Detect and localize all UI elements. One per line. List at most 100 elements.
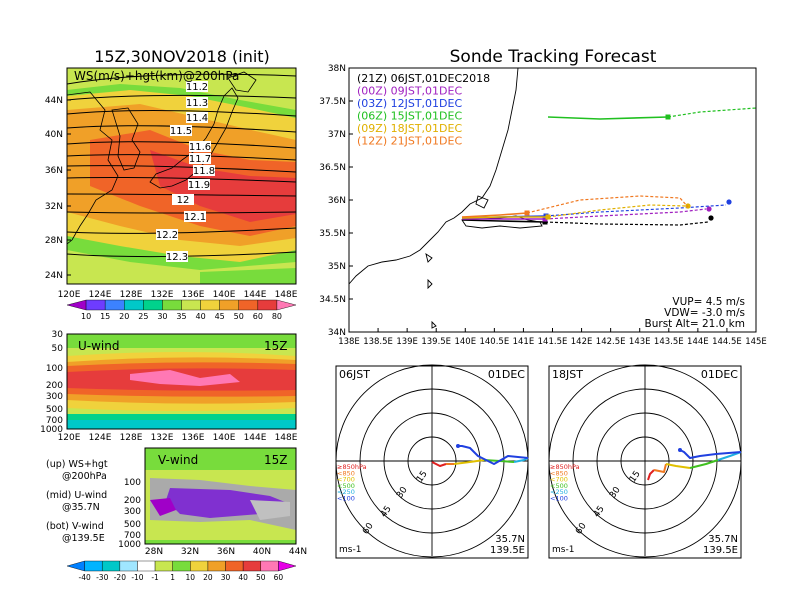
- note-line2: @200hPa: [62, 471, 107, 482]
- contour-label: 11.4: [186, 113, 208, 124]
- vwind-lat-tick: 40N: [253, 547, 271, 557]
- forecast-lon-tick: 139E: [396, 337, 418, 347]
- vwind-colorbar-label: -40: [78, 573, 90, 582]
- uwind-p-tick: 200: [46, 381, 63, 391]
- hodograph-point: [678, 448, 682, 452]
- uwind-title: U-wind: [78, 339, 119, 353]
- hodograph-level: <100: [337, 495, 355, 503]
- vwind-colorbar-swatch: [190, 560, 209, 572]
- forecast-lon-tick: 139.5E: [421, 337, 451, 347]
- burst-label: Burst Alt= 21.0 km: [645, 318, 745, 330]
- hodograph-level: <100: [550, 495, 568, 503]
- contour-label: 12: [177, 195, 190, 206]
- forecast-lon-tick: 145E: [745, 337, 767, 347]
- map-lon-tick: 124E: [89, 290, 112, 300]
- ws-colorbar-label: 30: [157, 312, 167, 321]
- ws-colorbar-label: 25: [138, 312, 148, 321]
- hodograph-date: 01DEC: [701, 368, 738, 381]
- vwind-title: V-wind: [158, 453, 198, 467]
- vwind-colorbar-label: 10: [186, 573, 196, 582]
- ws-colorbar-label: 60: [253, 312, 263, 321]
- note-line1: (up) WS+hgt: [46, 459, 108, 470]
- note-line1: (bot) V-wind: [46, 521, 104, 532]
- vdw-label: VDW= -3.0 m/s: [664, 307, 745, 319]
- burst-marker: [524, 210, 530, 216]
- vwind-colorbar-swatch: [137, 560, 156, 572]
- vwind-p-tick: 700: [124, 531, 141, 541]
- uwind-p-tick: 100: [46, 364, 63, 374]
- map-lon-tick: 144E: [244, 290, 267, 300]
- hodograph-level: <700: [550, 476, 568, 484]
- launch-legend-item: (12Z) 21JST,01DEC: [357, 135, 462, 148]
- contour-label-bg: [184, 211, 206, 222]
- landing-marker: [685, 203, 691, 209]
- uwind-lon-tick: 144E: [244, 433, 267, 443]
- sonde-track-ascent: [461, 216, 548, 219]
- map-lon-tick: 128E: [120, 290, 143, 300]
- hodograph-trace: [717, 451, 742, 461]
- uwind-lon-tick: 120E: [58, 433, 81, 443]
- ws-colorbar-label: 45: [215, 312, 225, 321]
- launch-legend-item: (09Z) 18JST,01DEC: [357, 122, 462, 135]
- contour-label: 11.8: [193, 166, 215, 177]
- uwind-p-tick: 50: [52, 344, 64, 354]
- launch-legend-item: (00Z) 09JST,01DEC: [357, 85, 462, 98]
- hodograph-trace: [653, 463, 667, 473]
- hodograph-time: 18JST: [552, 368, 583, 381]
- forecast-lat-tick: 37.5N: [319, 97, 346, 107]
- hodograph-level: ≥850hPa: [550, 463, 580, 471]
- vwind-colorbar-swatch: [154, 560, 173, 572]
- forecast-lat-tick: 37N: [328, 130, 346, 140]
- hodograph-lat: 35.7N: [495, 534, 525, 545]
- hodograph-level: <250: [337, 488, 355, 496]
- ws-colorbar-swatch: [124, 299, 144, 311]
- contour-label-bg: [193, 165, 215, 176]
- ws-colorbar-swatch: [104, 299, 125, 311]
- vwind-colorbar-swatch: [102, 560, 121, 572]
- vwind-lat-tick: 44N: [289, 547, 307, 557]
- contour-label: 11.9: [188, 180, 210, 191]
- hodograph-trace: [665, 463, 691, 469]
- contour-label-bg: [172, 194, 194, 205]
- launch-legend-item: (03Z) 12JST,01DEC: [357, 97, 462, 110]
- sonde-track-ascent: [461, 212, 528, 218]
- uwind-time: 15Z: [264, 339, 288, 353]
- map-lat-tick: 40N: [45, 130, 63, 140]
- forecast-lon-tick: 143.5E: [654, 337, 684, 347]
- contour-label-bg: [170, 125, 192, 136]
- uwind-lon-tick: 124E: [89, 433, 112, 443]
- burst-marker: [542, 219, 548, 225]
- map-lat-tick: 44N: [45, 96, 63, 106]
- hodograph-level: <700: [337, 476, 355, 484]
- vwind-colorbar-swatch: [278, 560, 297, 572]
- contour-label-bg: [186, 112, 208, 123]
- hodograph-unit: ms-1: [552, 545, 574, 555]
- ws-colorbar-swatch: [162, 299, 182, 311]
- ws-colorbar-swatch: [143, 299, 163, 311]
- uwind-p-tick: 500: [46, 405, 63, 415]
- ws-colorbar-swatch: [219, 299, 239, 311]
- uwind-lon-tick: 132E: [151, 433, 174, 443]
- forecast-lat-tick: 34.5N: [319, 295, 346, 305]
- uwind-lon-tick: 148E: [275, 433, 298, 443]
- hodograph-lat: 35.7N: [708, 534, 738, 545]
- vwind-p-tick: 500: [124, 520, 141, 530]
- contour-label-bg: [166, 251, 188, 262]
- uwind-p-tick: 700: [46, 416, 63, 426]
- ws-colorbar-label: 20: [119, 312, 129, 321]
- vwind-colorbar-label: -30: [96, 573, 108, 582]
- forecast-lat-tick: 34N: [328, 328, 346, 338]
- vwind-colorbar-label: -20: [114, 573, 126, 582]
- note-line1: (mid) U-wind: [46, 490, 107, 501]
- hodograph-level: ≥850hPa: [337, 463, 367, 471]
- ws-colorbar-label: 10: [81, 312, 91, 321]
- forecast-lon-tick: 141.5E: [538, 337, 568, 347]
- contour-label: 11.6: [189, 142, 211, 153]
- contour-label-bg: [186, 97, 208, 108]
- forecast-title: Sonde Tracking Forecast: [450, 47, 657, 67]
- ws-colorbar-swatch: [200, 299, 220, 311]
- hodograph-trace: [679, 449, 742, 459]
- forecast-lon-tick: 144.5E: [712, 337, 742, 347]
- contour-label: 11.3: [186, 98, 208, 109]
